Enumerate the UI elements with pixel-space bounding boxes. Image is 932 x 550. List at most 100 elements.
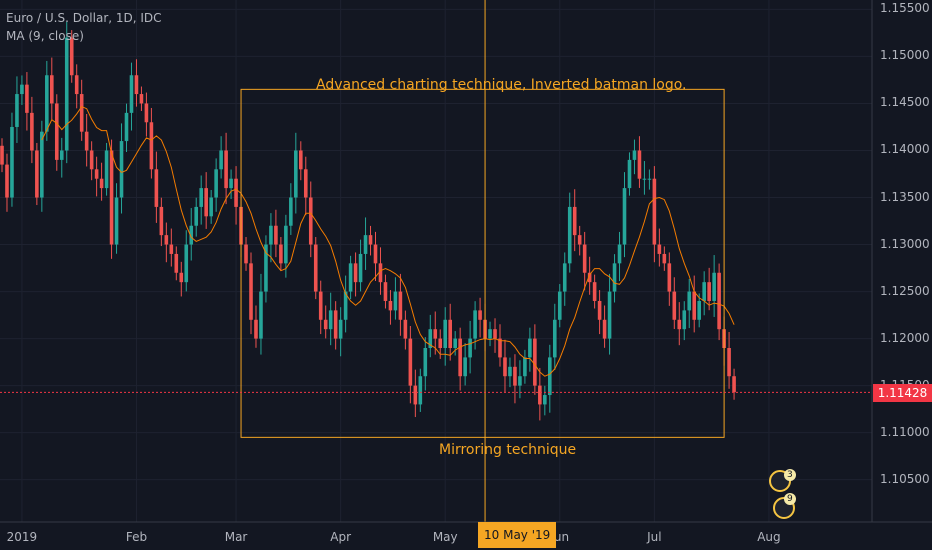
candle-up: [682, 310, 687, 330]
price-axis-tick-label: 1.10500: [880, 471, 930, 486]
candle-up: [528, 338, 532, 358]
candle-down: [538, 385, 542, 405]
candle-up: [697, 300, 701, 320]
candle-up: [632, 150, 637, 160]
candle-up: [124, 112, 129, 142]
candle-up: [259, 291, 263, 339]
candle-down: [299, 150, 303, 170]
price-axis-tick-label: 1.13000: [880, 236, 930, 251]
candle-down: [727, 348, 731, 377]
time-axis-tick-label: Apr: [330, 530, 352, 544]
candle-up: [269, 225, 273, 245]
candle-up: [702, 282, 706, 301]
candle-down: [134, 75, 139, 95]
candle-down: [493, 329, 497, 339]
candle-down: [279, 244, 283, 264]
candle-down: [672, 291, 677, 320]
candle-down: [478, 310, 482, 320]
candle-down: [353, 263, 358, 283]
candle-down: [602, 319, 607, 339]
candle-up: [642, 178, 647, 180]
candle-down: [54, 103, 59, 160]
candle-up: [10, 126, 14, 198]
candle-down: [164, 235, 169, 245]
candle-down: [577, 235, 582, 245]
candle-up: [687, 291, 692, 311]
candle-down: [413, 385, 418, 405]
candle-up: [343, 291, 348, 320]
candle-down: [313, 244, 318, 292]
candle-up: [229, 178, 233, 189]
price-axis-tick-label: 1.11000: [880, 424, 930, 439]
candle-down: [25, 84, 29, 113]
annotation-rectangle: [240, 88, 725, 438]
candle-down: [308, 197, 313, 245]
moving-average-line: [41, 105, 735, 377]
candle-down: [587, 272, 592, 283]
candle-down: [597, 300, 602, 320]
candle-down: [109, 150, 114, 245]
candle-up: [473, 310, 477, 339]
price-axis-tick-label: 1.14000: [880, 142, 930, 157]
candle-up: [612, 263, 617, 292]
candle-up: [328, 310, 333, 330]
candle-down: [144, 103, 149, 123]
candle-down: [159, 206, 164, 236]
candle-up: [20, 84, 24, 95]
candle-up: [40, 131, 44, 198]
candle-down: [438, 338, 443, 348]
candle-down: [458, 338, 462, 377]
price-axis-tick-label: 1.12500: [880, 283, 930, 298]
candle-down: [274, 225, 278, 245]
candle-up: [59, 150, 64, 160]
candle-up: [284, 225, 288, 264]
candle-down: [652, 178, 657, 245]
candle-up: [548, 357, 552, 396]
candle-down: [94, 169, 99, 179]
candle-down: [732, 376, 736, 393]
candle-down: [149, 122, 154, 170]
annotation-top-label[interactable]: Advanced charting technique, Inverted ba…: [316, 77, 687, 93]
candle-up: [348, 263, 353, 292]
candle-up: [607, 291, 612, 339]
candle-up: [423, 348, 428, 377]
candle-up: [199, 188, 203, 207]
candle-up: [508, 366, 512, 377]
candle-up: [567, 206, 572, 264]
candle-down: [707, 282, 711, 301]
candle-down: [254, 319, 258, 339]
crosshair-date-label: 10 May '19: [478, 522, 557, 548]
candle-up: [45, 75, 49, 132]
candle-down: [234, 178, 238, 207]
candle-up: [523, 357, 527, 377]
indicator-title[interactable]: MA (9, close): [6, 29, 84, 43]
candle-up: [129, 75, 134, 113]
candle-down: [74, 75, 79, 95]
candle-down: [433, 329, 438, 339]
candle-up: [214, 169, 218, 198]
candle-down: [169, 244, 174, 254]
annotation-bottom-label[interactable]: Mirroring technique: [439, 442, 577, 458]
candle-down: [174, 253, 179, 273]
price-axis-tick-label: 1.13500: [880, 189, 930, 204]
candle-up: [363, 235, 368, 254]
candle-up: [712, 272, 716, 301]
event-count-badge: 9: [784, 493, 796, 505]
event-count-badge: 3: [784, 469, 796, 481]
candle-down: [403, 319, 408, 339]
candle-down: [448, 319, 452, 348]
time-axis-tick-label: Feb: [125, 530, 148, 544]
symbol-title[interactable]: Euro / U.S. Dollar, 1D, IDC: [6, 11, 162, 25]
candle-up: [114, 197, 119, 245]
candle-down: [388, 300, 393, 311]
candle-down: [657, 244, 662, 254]
candle-down: [30, 112, 34, 151]
candle-down: [179, 272, 184, 283]
candle-down: [677, 319, 682, 330]
candle-down: [383, 282, 388, 301]
candle-down: [572, 206, 577, 236]
candle-up: [209, 197, 213, 217]
candle-down: [378, 263, 383, 283]
candle-up: [338, 319, 343, 339]
